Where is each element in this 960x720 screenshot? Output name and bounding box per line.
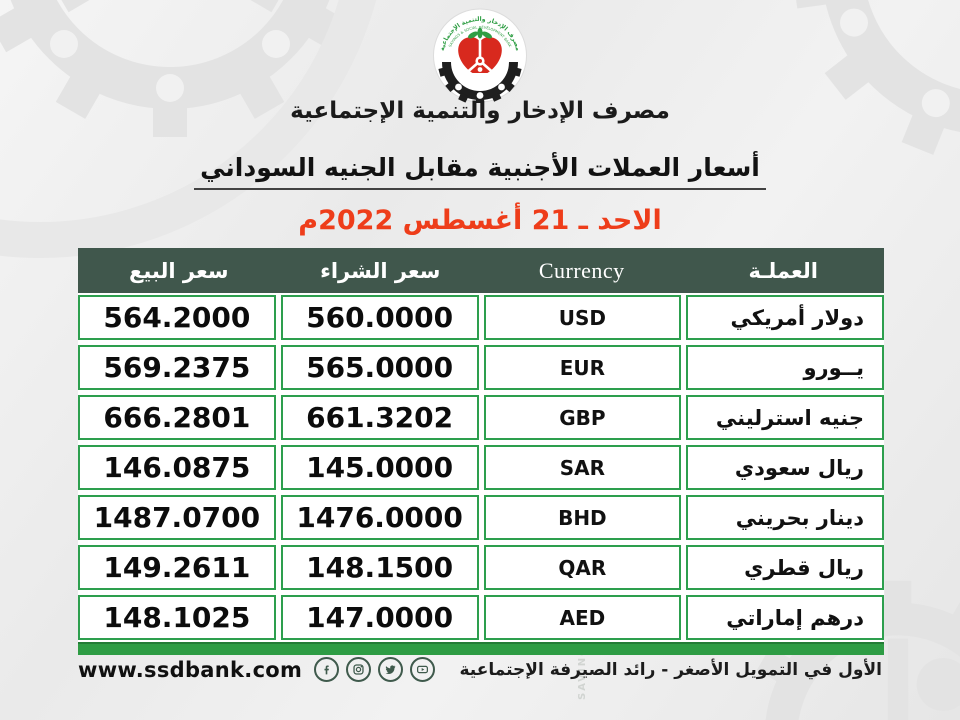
col-header-currency-code: Currency <box>538 257 625 283</box>
currency-name-cell: دينار بحريني <box>686 495 884 540</box>
sell-rate-cell: 564.2000 <box>78 295 276 340</box>
currency-name-cell: ريال قطري <box>686 545 884 590</box>
currency-code-cell: EUR <box>483 345 682 390</box>
instagram-icon <box>346 657 372 682</box>
buy-rate-cell: 148.1500 <box>280 545 479 590</box>
buy-rate-cell: 1476.0000 <box>280 495 479 540</box>
table-body: دولار أمريكي USD 560.0000 564.2000 يــور… <box>78 293 884 640</box>
gear-icon <box>438 61 522 104</box>
currency-code-cell: GBP <box>483 395 682 440</box>
currency-code-cell: AED <box>483 595 682 640</box>
sell-rate-cell: 666.2801 <box>78 395 276 440</box>
apple-icon <box>458 37 502 74</box>
buy-rate-cell: 560.0000 <box>280 295 479 340</box>
buy-rate-cell: 145.0000 <box>280 445 479 490</box>
bank-name: مصرف الإدخار والتنمية الإجتماعية <box>290 98 670 124</box>
facebook-icon <box>314 657 340 682</box>
buy-rate-cell: 661.3202 <box>280 395 479 440</box>
buy-rate-cell: 565.0000 <box>280 345 479 390</box>
bank-tagline: الأول في التمويل الأصغر - رائد الصيرفة ا… <box>459 659 882 680</box>
currency-code-cell: BHD <box>483 495 682 540</box>
currency-name-cell: دولار أمريكي <box>686 295 884 340</box>
sell-rate-cell: 146.0875 <box>78 445 276 490</box>
currency-code-cell: QAR <box>483 545 682 590</box>
table-bottom-bar <box>78 642 884 655</box>
currency-name-cell: درهم إماراتي <box>686 595 884 640</box>
currency-code-cell: SAR <box>483 445 682 490</box>
currency-name-cell: ريال سعودي <box>686 445 884 490</box>
table-header-row: العملـة Currency سعر الشراء سعر البيع <box>78 248 884 293</box>
exchange-rates-table: العملـة Currency سعر الشراء سعر البيع دو… <box>78 248 884 655</box>
col-header-buy: سعر الشراء <box>320 258 441 283</box>
col-header-sell: سعر البيع <box>129 258 229 283</box>
rates-date: الاحد ـ 21 أغسطس 2022م <box>298 205 662 236</box>
leaf-icon <box>467 27 493 39</box>
page-title: أسعار العملات الأجنبية مقابل الجنيه السو… <box>194 153 766 190</box>
bank-logo: مصرف الإدخار والتنمية الإجتماعية SAVINGS… <box>433 8 528 107</box>
twitter-icon <box>378 657 404 682</box>
currency-name-cell: جنيه استرليني <box>686 395 884 440</box>
sell-rate-cell: 1487.0700 <box>78 495 276 540</box>
currency-name-cell: يــورو <box>686 345 884 390</box>
footer: www.ssdbank.com <box>0 657 960 682</box>
website-url: www.ssdbank.com <box>78 657 303 682</box>
sell-rate-cell: 148.1025 <box>78 595 276 640</box>
social-icons <box>314 657 436 682</box>
buy-rate-cell: 147.0000 <box>280 595 479 640</box>
youtube-icon <box>410 657 436 682</box>
sell-rate-cell: 569.2375 <box>78 345 276 390</box>
col-header-currency-name: العملـة <box>748 258 818 283</box>
sell-rate-cell: 149.2611 <box>78 545 276 590</box>
currency-code-cell: USD <box>483 295 682 340</box>
